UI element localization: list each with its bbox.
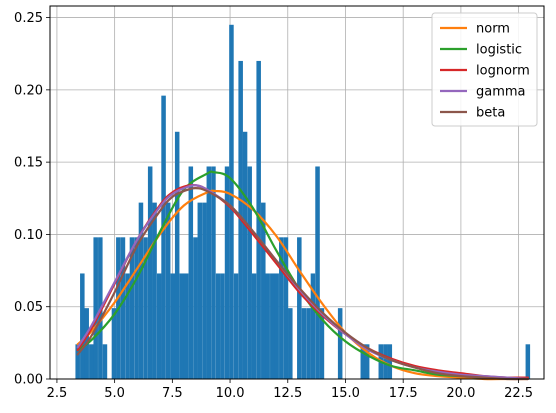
- histogram-bar: [261, 202, 266, 379]
- histogram-bar: [220, 273, 225, 379]
- histogram-bar: [125, 273, 130, 379]
- histogram-bar: [274, 273, 279, 379]
- legend: norm logistic lognorm gamma beta: [431, 12, 538, 127]
- histogram-bar: [270, 273, 275, 379]
- histogram-bar: [319, 308, 325, 379]
- histogram-bar: [197, 202, 203, 379]
- histogram-bar: [211, 166, 216, 379]
- histogram-bar: [337, 308, 343, 379]
- density-lines: [76, 170, 529, 381]
- histogram-bar: [80, 273, 85, 379]
- legend-box: [431, 12, 538, 127]
- histogram-bar: [310, 273, 316, 379]
- x-tick-label: 5.0: [104, 386, 125, 401]
- histogram-bar: [229, 24, 234, 379]
- histogram-bar: [102, 344, 108, 379]
- x-tick-label: 20.0: [446, 386, 475, 401]
- legend-label-norm: norm: [476, 22, 510, 37]
- histogram-bar: [111, 308, 117, 379]
- legend-label-beta: beta: [476, 106, 505, 121]
- histogram-bar: [156, 273, 162, 379]
- histogram-bar: [525, 344, 531, 379]
- legend-label-logistic: logistic: [476, 43, 522, 58]
- histogram-bar: [193, 237, 198, 379]
- y-tick-label: 0.10: [14, 228, 43, 243]
- x-tick-label: 10.0: [216, 386, 245, 401]
- y-tick-label: 0.25: [14, 11, 43, 26]
- histogram-bar: [152, 202, 157, 379]
- grid: [50, 6, 544, 380]
- histogram-bar: [143, 237, 148, 379]
- x-tick-label: 2.5: [47, 386, 68, 401]
- histogram-bar: [288, 308, 293, 379]
- histogram-bar: [247, 166, 252, 379]
- histogram-bar: [120, 237, 126, 379]
- histogram-bar: [161, 95, 166, 379]
- histogram-bar: [383, 344, 388, 379]
- histogram-bar: [202, 202, 207, 379]
- histogram-bar: [174, 131, 180, 379]
- histogram-bar: [89, 344, 94, 379]
- histogram-bar: [360, 344, 366, 379]
- histogram-bar: [265, 273, 270, 379]
- histogram-bar: [233, 273, 239, 379]
- histogram-bar: [306, 308, 311, 379]
- x-tick-label: 12.5: [273, 386, 302, 401]
- histogram-bar: [279, 237, 284, 379]
- x-tick-label: 7.5: [162, 386, 183, 401]
- histogram-bar: [301, 308, 307, 379]
- axis-ticks: 2.5 5.0 7.5 10.0 12.5 15.0 17.5 20.0 22.5 0.00 0.0…: [14, 11, 533, 401]
- y-tick-label: 0.20: [14, 83, 43, 98]
- histogram-bar: [147, 166, 153, 379]
- legend-label-lognorm: lognorm: [476, 64, 530, 79]
- histogram-bar: [206, 166, 212, 379]
- histogram-bar: [179, 273, 185, 379]
- histogram-bar: [364, 344, 370, 379]
- histogram-bar: [242, 131, 248, 379]
- plot-frame: [49, 5, 545, 380]
- histogram-bar: [188, 166, 194, 379]
- histogram-bar: [297, 237, 302, 379]
- histogram-bar: [170, 273, 176, 379]
- series-line-norm: [76, 189, 529, 381]
- histogram-bar: [183, 273, 189, 379]
- legend-label-gamma: gamma: [476, 85, 526, 100]
- x-tick-label: 17.5: [389, 386, 418, 401]
- y-tick-label: 0.00: [14, 373, 43, 388]
- histogram-bar: [387, 344, 393, 379]
- x-tick-label: 22.5: [504, 386, 533, 401]
- histogram-bar: [165, 202, 171, 379]
- histogram-bar: [251, 273, 257, 379]
- histogram-bar: [75, 344, 80, 379]
- y-tick-label: 0.15: [14, 156, 43, 171]
- histogram-bar: [134, 237, 139, 379]
- series-line-beta: [76, 187, 529, 381]
- histogram-bar: [283, 237, 289, 379]
- histogram-bar: [315, 166, 320, 379]
- histogram-bar: [93, 237, 98, 379]
- x-tick-label: 15.0: [331, 386, 360, 401]
- histogram-bar: [215, 273, 221, 379]
- histogram-bar: [129, 237, 135, 379]
- histogram-bar: [138, 202, 144, 379]
- histogram-bar: [224, 166, 230, 379]
- y-tick-label: 0.05: [14, 300, 43, 315]
